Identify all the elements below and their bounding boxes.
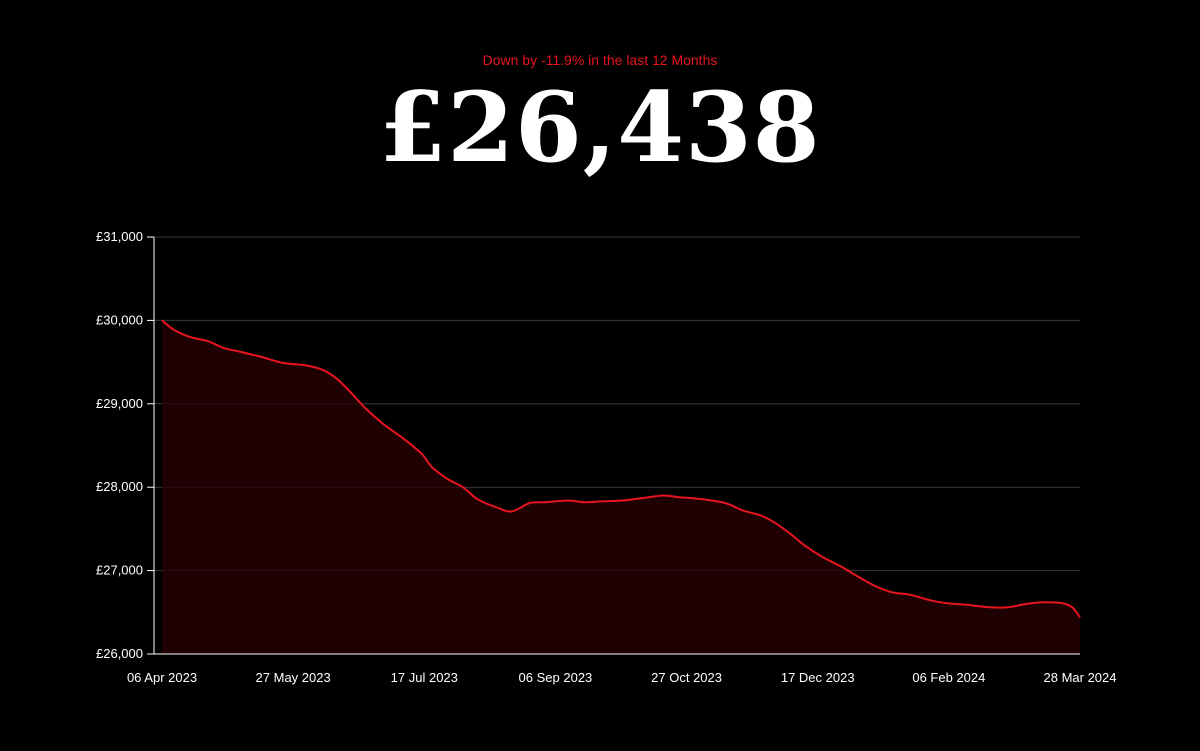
- x-tick-label: 27 May 2023: [256, 670, 331, 685]
- y-tick-label: £31,000: [96, 229, 143, 244]
- y-tick-label: £28,000: [96, 479, 143, 494]
- series-line: [161, 319, 1081, 618]
- y-tick-label: £27,000: [96, 563, 143, 578]
- x-tick-label: 06 Feb 2024: [912, 670, 985, 685]
- x-tick-labels: 06 Apr 2023 27 May 2023 17 Jul 2023 06 Sep …: [127, 670, 1117, 685]
- x-tick-label: 28 Mar 2024: [1044, 670, 1117, 685]
- change-subtitle: Down by -11.9% in the last 12 Months: [482, 52, 718, 68]
- x-tick-label: 27 Oct 2023: [651, 670, 722, 685]
- area-fill: [162, 320, 1080, 654]
- y-tick-label: £30,000: [96, 312, 143, 327]
- x-tick-label: 06 Apr 2023: [127, 670, 197, 685]
- current-value: £26,438: [379, 71, 821, 184]
- axes: [147, 236, 1080, 655]
- x-tick-label: 06 Sep 2023: [519, 670, 593, 685]
- y-tick-label: £29,000: [96, 396, 143, 411]
- x-tick-label: 17 Dec 2023: [781, 670, 855, 685]
- y-tick-label: £26,000: [96, 646, 143, 661]
- y-tick-labels: £26,000 £27,000 £28,000 £29,000 £30,000 £31,0…: [96, 229, 143, 661]
- x-tick-label: 17 Jul 2023: [391, 670, 458, 685]
